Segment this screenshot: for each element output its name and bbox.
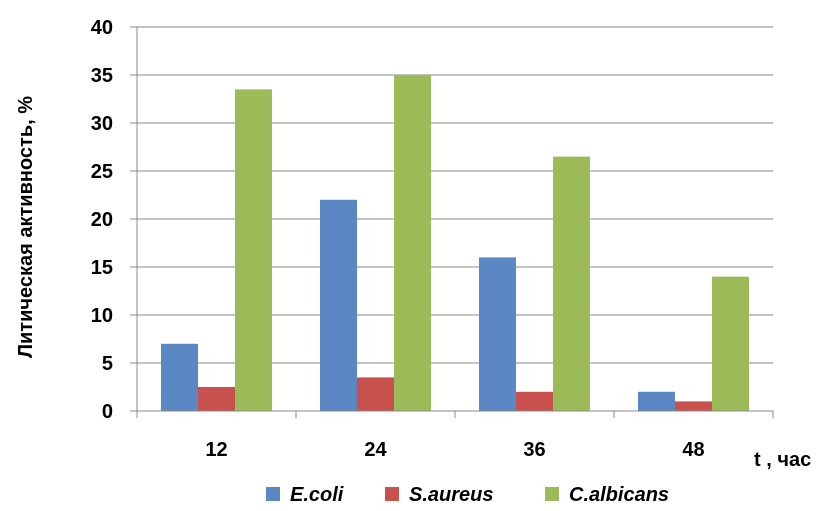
bar-e-coli-48	[638, 391, 675, 411]
legend-label: E.coli	[290, 484, 344, 506]
bar-s-aureus-36	[516, 391, 553, 411]
y-tick-label: 40	[91, 17, 113, 39]
bars	[161, 75, 749, 412]
bar-e-coli-24	[320, 199, 357, 411]
bar-c-albicans-24	[394, 75, 431, 411]
y-tick-label: 35	[91, 65, 113, 87]
bar-s-aureus-24	[357, 377, 394, 411]
bar-e-coli-36	[479, 257, 516, 411]
y-tick-label: 25	[91, 161, 113, 183]
bar-e-coli-12	[161, 343, 198, 411]
gridlines	[130, 26, 773, 412]
x-axis-title: t , час	[754, 449, 811, 471]
x-tick-labels: 12 24 36 48	[205, 439, 704, 461]
legend-swatch	[385, 487, 399, 501]
y-tick-label: 0	[102, 401, 113, 423]
x-tick-label: 12	[205, 439, 227, 461]
bar-c-albicans-36	[553, 156, 590, 411]
y-tick-label: 10	[91, 305, 113, 327]
bar-s-aureus-48	[675, 401, 712, 411]
bar-c-albicans-48	[712, 276, 749, 411]
bar-s-aureus-12	[198, 387, 235, 411]
y-tick-label: 30	[91, 113, 113, 135]
legend: E.coli S.aureus C.albicans	[266, 484, 669, 506]
legend-swatch	[266, 487, 280, 501]
y-tick-label: 5	[102, 353, 113, 375]
x-tick-label: 36	[523, 439, 545, 461]
x-tick-label: 24	[364, 439, 387, 461]
legend-swatch	[545, 487, 559, 501]
y-tick-label: 20	[91, 209, 113, 231]
y-tick-label: 15	[91, 257, 113, 279]
axes	[136, 27, 774, 418]
y-tick-labels: 0 5 10 15 20 25 30 35 40	[91, 17, 113, 423]
legend-label: C.albicans	[569, 484, 669, 506]
y-axis-title: Литическая активность, %	[15, 96, 37, 358]
bar-c-albicans-12	[235, 89, 272, 412]
legend-label: S.aureus	[409, 484, 493, 506]
x-tick-label: 48	[682, 439, 704, 461]
